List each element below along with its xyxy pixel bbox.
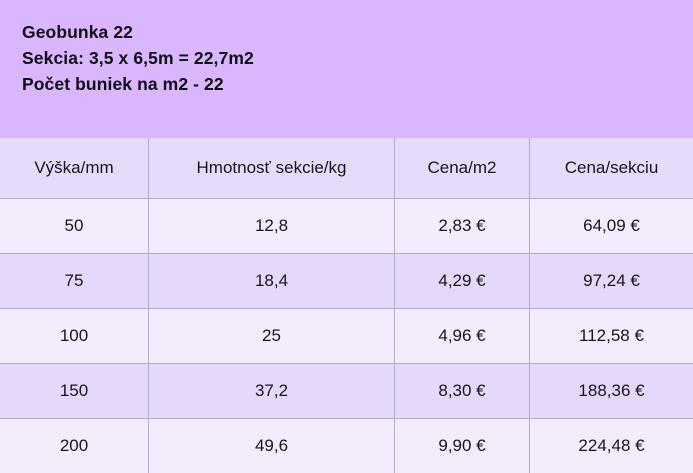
banner-line-product: Geobunka 22 bbox=[22, 22, 133, 42]
cell-price-per-section: 224,48 € bbox=[529, 419, 693, 473]
cell-height: 200 bbox=[59, 435, 89, 455]
column-header-price-per-m2: Cena/m2 bbox=[394, 138, 529, 198]
cell-weight: 25 bbox=[148, 309, 394, 363]
cell-price-per-section: 188,36 € bbox=[529, 364, 693, 418]
cell-price-per-section: 112,58 € bbox=[529, 309, 693, 363]
table-row: 100 25 4,96 € 112,58 € bbox=[0, 308, 693, 363]
table-header-row: Výška/mm Hmotnosť sekcie/kg Cena/m2 Cena… bbox=[0, 138, 693, 198]
cell-price-per-m2: 8,30 € bbox=[394, 364, 529, 418]
cell-weight: 37,2 bbox=[148, 364, 394, 418]
cell-weight: 18,4 bbox=[148, 254, 394, 308]
column-header-height: Výška/mm bbox=[34, 157, 114, 177]
cell-price-per-m2: 9,90 € bbox=[394, 419, 529, 473]
cell-price-per-section: 64,09 € bbox=[529, 199, 693, 253]
cell-weight: 12,8 bbox=[148, 199, 394, 253]
table-row: 75 18,4 4,29 € 97,24 € bbox=[0, 253, 693, 308]
column-header-weight: Hmotnosť sekcie/kg bbox=[148, 138, 394, 198]
banner-line-section: Sekcia: 3,5 x 6,5m = 22,7m2 bbox=[22, 48, 254, 68]
cell-price-per-m2: 4,29 € bbox=[394, 254, 529, 308]
banner-line-cells-per-m2: Počet buniek na m2 - 22 bbox=[22, 74, 224, 94]
price-table: Výška/mm Hmotnosť sekcie/kg Cena/m2 Cena… bbox=[0, 138, 693, 473]
table-row: 200 49,6 9,90 € 224,48 € bbox=[0, 418, 693, 473]
table-row: 150 37,2 8,30 € 188,36 € bbox=[0, 363, 693, 418]
column-header-price-per-section: Cena/sekciu bbox=[529, 138, 693, 198]
cell-price-per-section: 97,24 € bbox=[529, 254, 693, 308]
cell-height: 150 bbox=[59, 380, 89, 400]
cell-height: 75 bbox=[64, 270, 84, 290]
cell-height: 100 bbox=[59, 325, 89, 345]
table-row: 50 12,8 2,83 € 64,09 € bbox=[0, 198, 693, 253]
cell-price-per-m2: 2,83 € bbox=[394, 199, 529, 253]
cell-price-per-m2: 4,96 € bbox=[394, 309, 529, 363]
cell-height: 50 bbox=[64, 215, 84, 235]
title-banner: Geobunka 22 Sekcia: 3,5 x 6,5m = 22,7m2 … bbox=[0, 0, 693, 138]
cell-weight: 49,6 bbox=[148, 419, 394, 473]
